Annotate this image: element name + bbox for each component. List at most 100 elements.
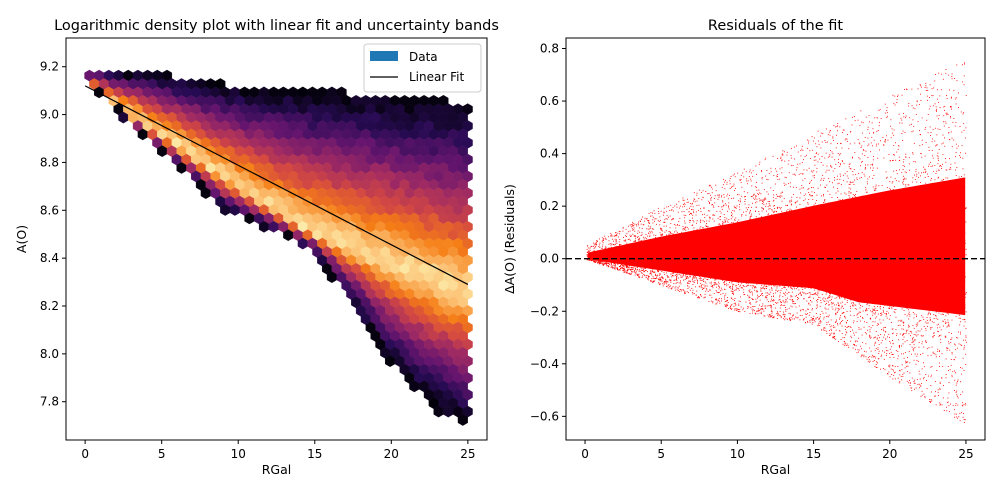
residual-point — [911, 222, 912, 223]
residual-point — [699, 259, 700, 260]
residual-point — [788, 256, 789, 257]
residual-point — [960, 278, 961, 279]
residual-point — [947, 188, 948, 189]
residual-point — [799, 209, 800, 210]
residual-point — [630, 231, 631, 232]
residual-point — [950, 222, 951, 223]
residual-point — [941, 236, 942, 237]
residual-point — [670, 223, 671, 224]
residual-point — [748, 180, 749, 181]
residual-point — [950, 116, 951, 117]
residual-point — [918, 200, 919, 201]
residual-point — [892, 236, 893, 237]
legend-label-data: Data — [409, 50, 438, 64]
residual-point — [668, 245, 669, 246]
residual-point — [623, 257, 624, 258]
residual-point — [765, 297, 766, 298]
residual-point — [898, 149, 899, 150]
residual-point — [934, 231, 935, 232]
residual-point — [678, 272, 679, 273]
residual-point — [745, 240, 746, 241]
residual-point — [802, 315, 803, 316]
residual-point — [950, 199, 951, 200]
residual-point — [946, 322, 947, 323]
residual-point — [932, 280, 933, 281]
residual-point — [687, 259, 688, 260]
residual-point — [587, 249, 588, 250]
residual-point — [916, 114, 917, 115]
residual-point — [785, 262, 786, 263]
residual-point — [940, 382, 941, 383]
residual-point — [829, 214, 830, 215]
residual-point — [783, 235, 784, 236]
residual-point — [725, 304, 726, 305]
residual-point — [688, 261, 689, 262]
residual-point — [713, 269, 714, 270]
residual-point — [918, 361, 919, 362]
residual-point — [752, 269, 753, 270]
residual-point — [960, 255, 961, 256]
residual-point — [839, 309, 840, 310]
residual-point — [964, 326, 965, 327]
residual-point — [948, 285, 949, 286]
residual-point — [696, 260, 697, 261]
residual-point — [657, 269, 658, 270]
residual-point — [882, 185, 883, 186]
residual-point — [764, 248, 765, 249]
residual-point — [960, 274, 961, 275]
residual-point — [869, 266, 870, 267]
residual-point — [662, 262, 663, 263]
residual-point — [830, 326, 831, 327]
residual-point — [738, 257, 739, 258]
residual-point — [838, 183, 839, 184]
residual-point — [750, 289, 751, 290]
residual-point — [735, 249, 736, 250]
residual-point — [760, 243, 761, 244]
residual-point — [808, 229, 809, 230]
residual-point — [810, 221, 811, 222]
residual-point — [818, 266, 819, 267]
residual-point — [745, 253, 746, 254]
residual-point — [951, 337, 952, 338]
residual-point — [855, 174, 856, 175]
residual-point — [626, 256, 627, 257]
residual-point — [924, 257, 925, 258]
residual-point — [793, 187, 794, 188]
residual-point — [806, 226, 807, 227]
residual-point — [718, 259, 719, 260]
residual-point — [860, 256, 861, 257]
residual-point — [682, 243, 683, 244]
residual-point — [732, 214, 733, 215]
residual-point — [877, 244, 878, 245]
residual-point — [959, 344, 960, 345]
residual-point — [719, 287, 720, 288]
residual-point — [747, 209, 748, 210]
residual-point — [855, 255, 856, 256]
residual-point — [803, 271, 804, 272]
residual-point — [847, 277, 848, 278]
residual-point — [747, 192, 748, 193]
residual-point — [952, 375, 953, 376]
residual-point — [844, 275, 845, 276]
residual-point — [712, 256, 713, 257]
residual-point — [881, 209, 882, 210]
residual-point — [965, 335, 966, 336]
residual-point — [927, 234, 928, 235]
residual-point — [869, 348, 870, 349]
residual-point — [936, 404, 937, 405]
residual-point — [612, 254, 613, 255]
residual-point — [900, 272, 901, 273]
residual-point — [957, 287, 958, 288]
residual-point — [683, 226, 684, 227]
residual-point — [738, 282, 739, 283]
residual-point — [753, 255, 754, 256]
residual-point — [911, 195, 912, 196]
residual-point — [804, 227, 805, 228]
residual-point — [931, 376, 932, 377]
residual-point — [680, 236, 681, 237]
residual-point — [767, 306, 768, 307]
residual-point — [709, 266, 710, 267]
residual-point — [905, 314, 906, 315]
residual-point — [758, 277, 759, 278]
residual-point — [823, 328, 824, 329]
